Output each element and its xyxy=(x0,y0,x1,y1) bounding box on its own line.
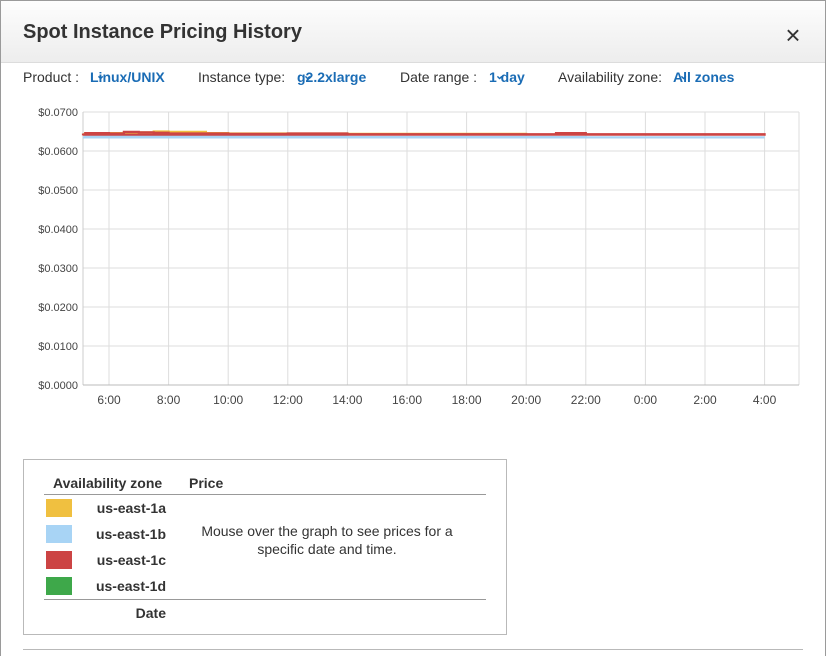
zone-label-1c: us-east-1c xyxy=(96,552,166,568)
legend-date-label: Date xyxy=(135,605,166,621)
x-tick-label: 12:00 xyxy=(273,393,303,407)
x-tick-label: 22:00 xyxy=(571,393,601,407)
y-tick-label: $0.0000 xyxy=(38,380,78,392)
legend-divider-top xyxy=(44,494,486,495)
x-tick-label: 8:00 xyxy=(157,393,181,407)
y-tick-label: $0.0200 xyxy=(38,302,78,314)
y-tick-label: $0.0300 xyxy=(38,263,78,275)
x-tick-label: 4:00 xyxy=(753,393,777,407)
date-range-value: 1 day xyxy=(489,69,525,85)
legend-panel: Availability zone Price us-east-1a us-ea… xyxy=(23,459,507,635)
y-tick-label: $0.0700 xyxy=(38,107,78,119)
availability-zone-value: All zones xyxy=(673,69,735,85)
chevron-down-icon: ⌄ xyxy=(679,70,689,82)
instance-type-value: g2.2xlarge xyxy=(297,69,367,85)
date-range-label: Date range : xyxy=(400,69,478,85)
instance-type-label: Instance type: xyxy=(198,69,286,85)
product-label: Product : xyxy=(23,69,80,85)
filter-bar: Product : Linux/UNIX ⌄ Instance type: g2.… xyxy=(1,69,825,87)
series-line-us-east-1c xyxy=(81,130,766,136)
footer-divider xyxy=(23,649,803,650)
chevron-down-icon: ⌄ xyxy=(96,70,106,82)
legend-divider-bottom xyxy=(44,599,486,600)
series-line-us-east-1b xyxy=(83,134,765,139)
y-tick-label: $0.0600 xyxy=(38,146,78,158)
zone-swatch-1b xyxy=(46,525,72,543)
close-icon[interactable]: × xyxy=(785,20,801,50)
zone-label-1d: us-east-1d xyxy=(95,578,166,594)
x-tick-label: 10:00 xyxy=(213,393,243,407)
zone-label-1a: us-east-1a xyxy=(96,500,166,516)
x-tick-label: 14:00 xyxy=(332,393,362,407)
x-tick-label: 18:00 xyxy=(452,393,482,407)
chevron-down-icon: ⌄ xyxy=(303,70,313,82)
x-tick-label: 0:00 xyxy=(634,393,658,407)
legend-price-header: Price xyxy=(189,475,224,491)
zone-label-1b: us-east-1b xyxy=(95,526,166,542)
hover-instructions: Mouse over the graph to see prices for a… xyxy=(201,523,453,557)
legend-zone-header: Availability zone xyxy=(53,475,163,491)
y-tick-label: $0.0100 xyxy=(38,341,78,353)
y-tick-label: $0.0500 xyxy=(38,185,78,197)
chevron-down-icon: ⌄ xyxy=(495,70,505,82)
x-tick-label: 16:00 xyxy=(392,393,422,407)
x-tick-label: 6:00 xyxy=(97,393,121,407)
price-chart[interactable]: $0.0700 $0.0600 $0.0500 $0.0400 $0.0300 $0.02… xyxy=(1,1,829,441)
product-value: Linux/UNIX xyxy=(90,69,165,85)
x-tick-label: 2:00 xyxy=(693,393,717,407)
availability-zone-label: Availability zone: xyxy=(558,69,663,85)
zone-swatch-1d xyxy=(46,577,72,595)
y-tick-label: $0.0400 xyxy=(38,224,78,236)
dialog-header: Spot Instance Pricing History × xyxy=(1,1,825,63)
zone-swatch-1c xyxy=(46,551,72,569)
x-tick-label: 20:00 xyxy=(511,393,541,407)
zone-swatch-1a xyxy=(46,499,72,517)
dialog-title: Spot Instance Pricing History xyxy=(23,21,302,43)
